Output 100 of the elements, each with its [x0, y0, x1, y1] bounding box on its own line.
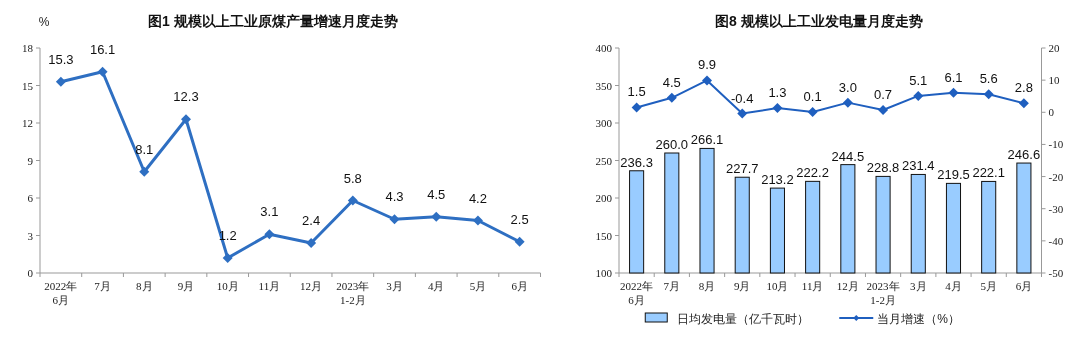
y-tick-label: 6 [27, 192, 34, 204]
data-label: 219.5 [936, 167, 970, 183]
data-label: 4.2 [468, 190, 487, 206]
x-tick-label: 2023年 1-2月 [866, 280, 900, 306]
data-label: 227.7 [725, 161, 758, 177]
point [1018, 98, 1029, 109]
legend-label: 当月增速（%） [876, 312, 960, 326]
y2-tick-label: -40 [1048, 234, 1064, 247]
x-tick-label: 12月 [836, 280, 859, 292]
data-label: 260.0 [655, 137, 688, 152]
x-tick-label: 5月 [979, 280, 997, 292]
x-tick-label: 7月 [94, 280, 111, 292]
data-label: 1.3 [767, 85, 786, 101]
point [472, 215, 483, 226]
x-tick-label: 9月 [177, 280, 195, 292]
y2-tick-label: -10 [1048, 138, 1064, 151]
data-label: 266.1 [690, 132, 723, 148]
data-label: 0.7 [873, 87, 892, 103]
x-tick-label: 7月 [663, 280, 680, 292]
data-label: 2.4 [302, 213, 321, 228]
point [983, 89, 994, 100]
x-tick-label: 8月 [698, 280, 715, 292]
y2-tick-label: 20 [1048, 42, 1060, 54]
point [514, 236, 525, 247]
data-label: 5.1 [908, 72, 927, 88]
x-tick-label: 11月 [801, 280, 823, 292]
x-tick-label: 10月 [765, 280, 788, 292]
x-tick-label: 2023年 1-2月 [336, 280, 370, 306]
y-tick-label: 18 [22, 42, 34, 54]
point [306, 238, 317, 248]
y2-tick-label: -20 [1048, 170, 1064, 183]
y-tick-label: 15 [22, 79, 34, 92]
point [947, 87, 958, 98]
y-tick-label: 350 [595, 79, 612, 92]
y2-tick-label: 10 [1048, 74, 1060, 87]
y-tick-label: 250 [595, 154, 612, 167]
data-label: 222.1 [971, 165, 1005, 181]
data-label: 9.9 [697, 57, 716, 73]
y-tick-label: 12 [22, 117, 33, 129]
data-label: 5.6 [979, 71, 998, 87]
point [389, 214, 400, 225]
data-label: 3.1 [260, 204, 279, 220]
y-axis-title: % [38, 15, 50, 29]
x-tick-label: 4月 [944, 280, 962, 292]
x-tick-label: 5月 [469, 280, 487, 292]
point [736, 108, 747, 119]
point [912, 90, 923, 101]
legend-label: 日均发电量（亿千瓦时） [676, 312, 809, 326]
point [842, 97, 853, 108]
point [431, 211, 442, 222]
y-tick-label: 300 [595, 117, 612, 129]
x-tick-label: 10月 [216, 280, 239, 292]
data-label: 231.4 [901, 158, 935, 174]
x-tick-label: 9月 [733, 280, 750, 292]
point [264, 229, 275, 240]
x-tick-label: 2022年 6月 [44, 280, 78, 306]
point [222, 253, 233, 263]
y-tick-label: 200 [595, 192, 612, 204]
data-label: 1.5 [627, 84, 646, 100]
y-tick-label: 9 [27, 154, 34, 167]
data-label: 15.3 [48, 51, 74, 67]
y-tick-label: 100 [595, 267, 612, 279]
data-label: 246.6 [1007, 147, 1040, 163]
data-label: 3.0 [838, 79, 857, 95]
x-tick-label: 12月 [300, 280, 323, 292]
y2-tick-label: 0 [1048, 106, 1054, 119]
y2-tick-label: -30 [1048, 202, 1064, 215]
point [771, 103, 782, 114]
data-label: 213.2 [760, 172, 794, 188]
y-tick-label: 0 [27, 267, 34, 279]
data-label: 222.2 [795, 165, 829, 181]
point [631, 102, 642, 113]
x-tick-label: 6月 [511, 280, 528, 292]
x-tick-label: 3月 [909, 280, 927, 292]
x-tick-label: 3月 [386, 280, 403, 292]
y-tick-label: 150 [595, 229, 612, 242]
y-tick-label: 3 [27, 229, 34, 242]
data-label: 6.1 [943, 69, 963, 85]
x-tick-label: 6月 [1015, 280, 1032, 292]
chart-title: 图1 规模以上工业原煤产量增速月度走势 [147, 13, 398, 29]
y-tick-label: 400 [595, 42, 612, 54]
data-label: 2.8 [1014, 80, 1033, 96]
point [55, 76, 66, 87]
data-label: 228.8 [866, 160, 899, 176]
point [807, 106, 818, 117]
x-tick-label: 2022年 6月 [619, 280, 653, 306]
data-label: 0.1 [803, 88, 822, 104]
point [701, 75, 712, 86]
data-label: 4.3 [385, 189, 404, 205]
data-label: -0.4 [730, 90, 753, 106]
data-label: 5.8 [343, 170, 362, 186]
data-label: 12.3 [173, 89, 199, 105]
x-tick-label: 8月 [136, 280, 153, 292]
point [347, 195, 358, 206]
data-label: 2.5 [510, 211, 529, 227]
y2-tick-label: -50 [1048, 267, 1064, 279]
point [97, 66, 108, 77]
data-label: 4.5 [662, 74, 681, 90]
point [180, 114, 191, 125]
x-tick-label: 4月 [427, 280, 445, 292]
